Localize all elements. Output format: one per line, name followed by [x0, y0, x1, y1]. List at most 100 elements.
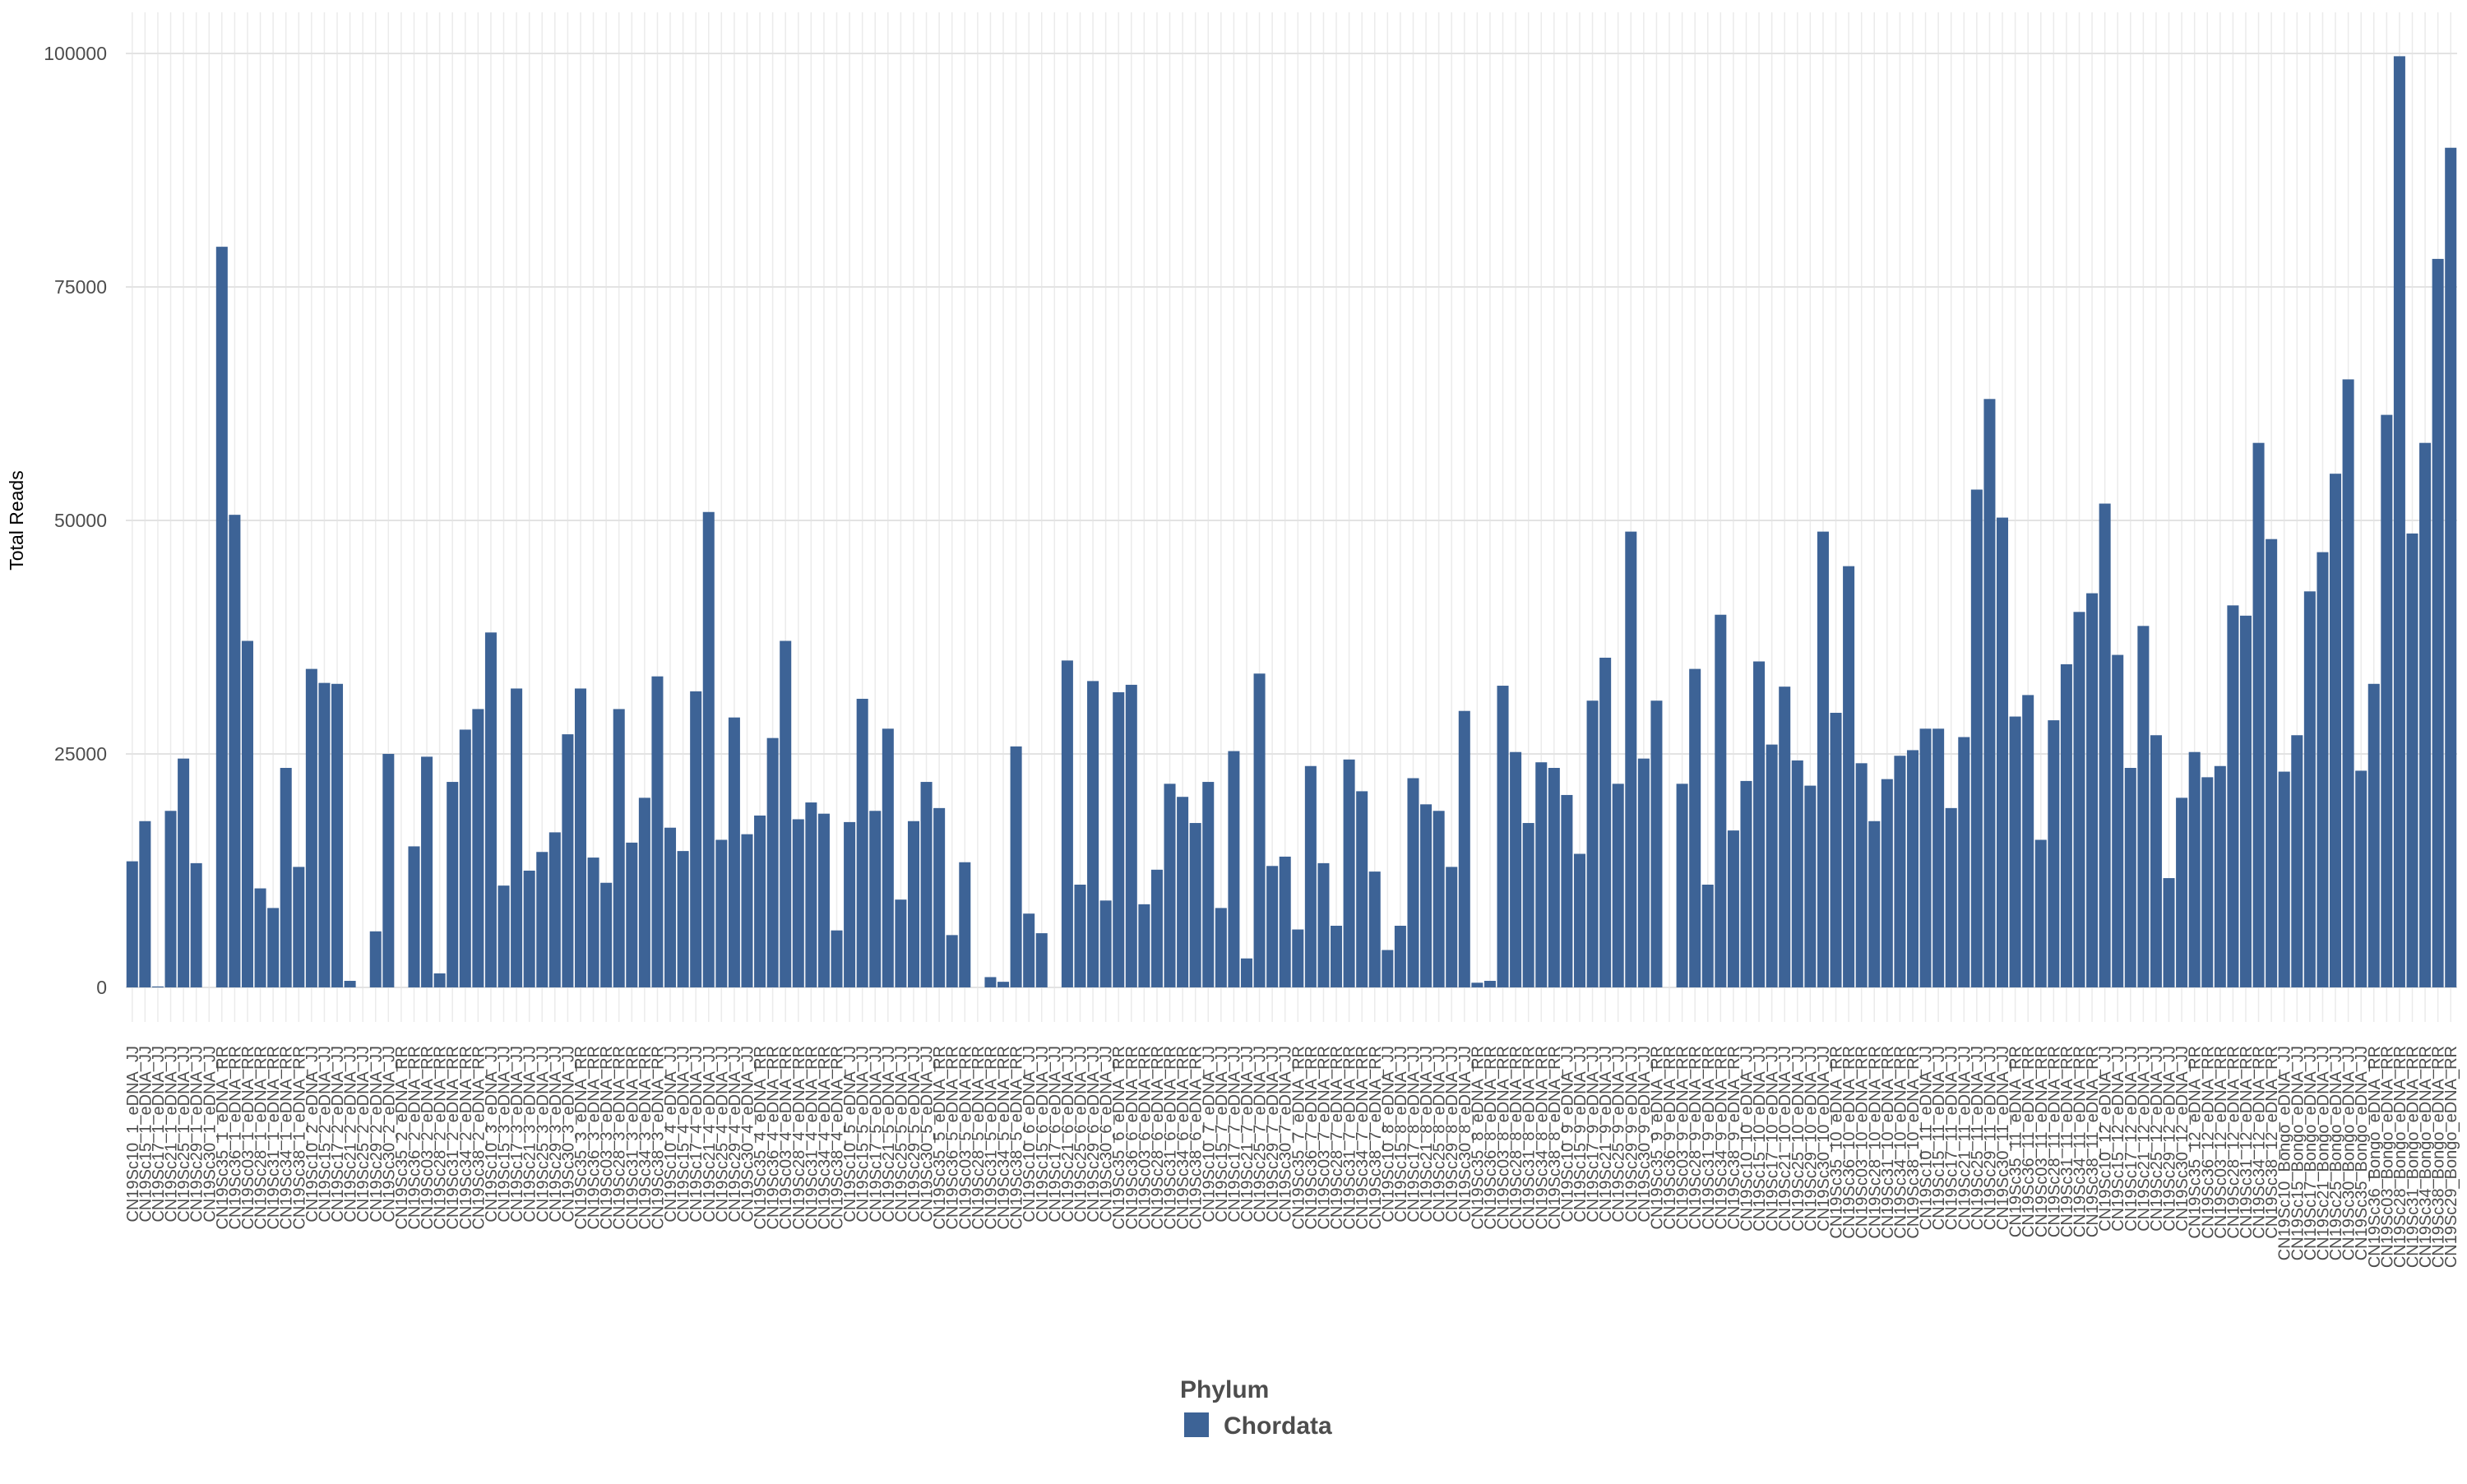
x-tick-label: CN19Sc35_1_eDNA_RR	[214, 1046, 232, 1229]
x-tick-label: CN19Sc25_7_eDNA_JJ	[1252, 1046, 1270, 1223]
bar	[754, 815, 766, 987]
x-tick-label: CN19Sc03_Bongo_eDNA_RR	[2378, 1046, 2396, 1268]
x-tick-label: CN19Sc28_8_eDNA_RR	[1507, 1046, 1525, 1229]
bar	[318, 682, 331, 987]
bar	[1010, 746, 1022, 987]
x-tick-label: CN19Sc38_12_eDNA_RR	[2263, 1046, 2281, 1239]
bar	[536, 852, 548, 987]
x-tick-label: CN19Sc15_4_eDNA_JJ	[675, 1046, 693, 1223]
x-tick-label: CN19Sc36_10_eDNA_RR	[1840, 1046, 1858, 1239]
bar	[331, 683, 344, 987]
bar	[1304, 765, 1317, 987]
x-tick-label: CN19Sc28_12_eDNA_RR	[2224, 1046, 2243, 1239]
x-tick-label: CN19Sc31_7_eDNA_RR	[1341, 1046, 1359, 1229]
x-tick-label: CN19Sc17_12_eDNA_JJ	[2122, 1046, 2141, 1232]
x-tick-label: CN19Sc30_3_eDNA_JJ	[559, 1046, 577, 1223]
bar	[2086, 593, 2099, 987]
bar	[1625, 531, 1637, 987]
bar	[2367, 683, 2380, 987]
bar	[254, 888, 266, 987]
bar	[1266, 866, 1279, 987]
x-tick-label: CN19Sc28_6_eDNA_RR	[1149, 1046, 1167, 1229]
x-tick-label: CN19Sc29_9_eDNA_JJ	[1622, 1046, 1641, 1223]
bar	[229, 515, 241, 987]
bar	[1177, 797, 1189, 987]
bar	[241, 640, 253, 987]
x-tick-label: CN19Sc36_9_eDNA_RR	[1661, 1046, 1679, 1229]
bar	[2419, 442, 2432, 987]
x-tick-label: CN19Sc03_2_eDNA_RR	[419, 1046, 437, 1229]
bar	[472, 709, 484, 987]
x-tick-label: CN19Sc30_12_eDNA_JJ	[2173, 1046, 2192, 1232]
bar	[2355, 770, 2367, 987]
bar	[1855, 763, 1868, 987]
x-tick-label: CN19Sc34_2_eDNA_RR	[457, 1046, 475, 1229]
bar	[817, 813, 830, 987]
bar	[1830, 712, 1842, 987]
bar	[369, 931, 382, 987]
x-tick-label: CN19Sc25_8_eDNA_JJ	[1431, 1046, 1449, 1223]
x-tick-label: CN19Sc15_11_eDNA_JJ	[1930, 1046, 1948, 1230]
x-tick-label: CN19Sc29_10_eDNA_JJ	[1802, 1046, 1820, 1232]
bar	[1343, 759, 1355, 987]
x-tick-label: CN19Sc31_11_eDNA_RR	[2058, 1046, 2076, 1237]
bar	[1407, 778, 1419, 987]
y-tick-label: 0	[96, 977, 107, 998]
bar	[895, 899, 907, 987]
bar	[1087, 681, 1099, 987]
x-tick-label: CN19Sc34_11_eDNA_RR	[2071, 1046, 2089, 1237]
x-tick-label: CN19Sc25_5_eDNA_JJ	[892, 1046, 910, 1223]
bar	[1035, 933, 1048, 987]
bar	[2163, 878, 2175, 987]
x-tick-label: CN19Sc35_11_eDNA_RR	[2007, 1046, 2025, 1237]
bar	[421, 756, 433, 987]
x-tick-label: CN19Sc38_Bongo_eDNA_RR	[2430, 1046, 2448, 1268]
x-tick-label: CN19Sc25_6_eDNA_JJ	[1072, 1046, 1090, 1223]
bar	[1099, 900, 1112, 987]
bar	[677, 851, 689, 987]
bar	[523, 870, 535, 987]
x-tick-label: CN19Sc30_1_eDNA_JJ	[201, 1046, 219, 1223]
x-tick-label: CN19Sc38_11_eDNA_RR	[2084, 1046, 2102, 1237]
bar	[626, 842, 638, 987]
bar	[2214, 765, 2226, 987]
x-tick-label: CN19Sc35_2_eDNA_RR	[393, 1046, 411, 1229]
x-tick-label: CN19Sc15_7_eDNA_JJ	[1213, 1046, 1231, 1223]
x-tick-label: CN19Sc34_12_eDNA_RR	[2251, 1046, 2269, 1239]
x-tick-label: CN19Sc21_6_eDNA_JJ	[1059, 1046, 1077, 1223]
x-tick-label: CN19Sc36_3_eDNA_RR	[586, 1046, 604, 1229]
x-tick-label: CN19Sc30_Bongo_eDNA_JJ	[2340, 1046, 2358, 1260]
x-tick-label: CN19Sc17_6_eDNA_JJ	[1046, 1046, 1064, 1223]
y-tick-label: 75000	[54, 276, 107, 298]
bar	[1074, 885, 1086, 987]
bar	[215, 247, 228, 987]
x-tick-label: CN19Sc10_11_eDNA_JJ	[1918, 1046, 1936, 1230]
bar	[1420, 804, 1433, 987]
bar	[1471, 982, 1483, 987]
bar	[715, 839, 728, 987]
bar	[190, 862, 202, 987]
x-tick-label: CN19Sc31_6_eDNA_RR	[1162, 1046, 1180, 1229]
bar	[1599, 657, 1612, 987]
x-tick-label: CN19Sc28_3_eDNA_RR	[611, 1046, 629, 1229]
bar	[2124, 768, 2136, 987]
x-tick-label: CN19Sc15_1_eDNA_JJ	[137, 1046, 155, 1223]
bar	[959, 862, 971, 987]
x-tick-label: CN19Sc03_3_eDNA_RR	[598, 1046, 616, 1229]
bar	[178, 758, 190, 987]
bar	[907, 821, 919, 987]
bar	[1779, 687, 1791, 987]
bar	[126, 861, 138, 987]
bar	[2022, 695, 2034, 987]
bar	[1740, 780, 1752, 987]
x-tick-label: CN19Sc29_2_eDNA_JJ	[368, 1046, 386, 1223]
bar	[1753, 661, 1766, 987]
bar	[293, 867, 305, 987]
x-tick-label: CN19Sc10_2_eDNA_JJ	[303, 1046, 322, 1223]
x-tick-label: CN19Sc36_Bongo_eDNA_RR	[2366, 1046, 2384, 1268]
x-tick-label: CN19Sc21_11_eDNA_JJ	[1956, 1046, 1974, 1230]
bar	[1394, 925, 1406, 987]
bar	[1689, 668, 1701, 987]
x-tick-label: CN19Sc38_7_eDNA_RR	[1367, 1046, 1385, 1229]
x-tick-label: CN19Sc31_3_eDNA_RR	[623, 1046, 641, 1229]
